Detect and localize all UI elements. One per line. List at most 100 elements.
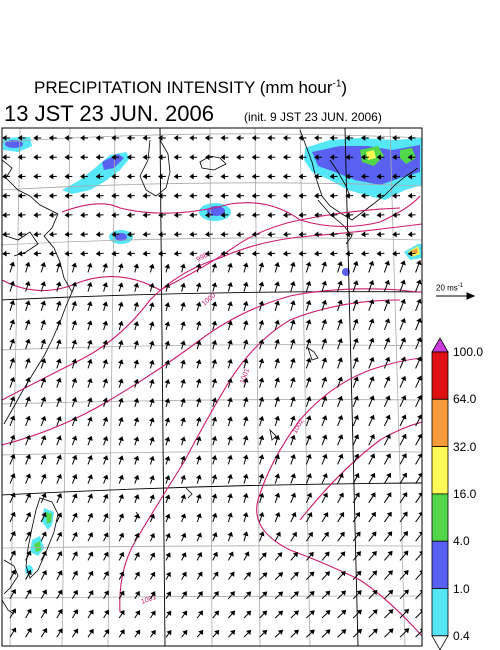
wind-arrow-head	[73, 628, 79, 634]
wind-arrow-head	[88, 590, 94, 596]
wind-arrow-head	[9, 299, 16, 306]
wind-arrow-head	[64, 173, 69, 180]
wind-arrow-head	[195, 436, 202, 442]
wind-arrow-head	[158, 135, 163, 141]
wind-arrow-head	[220, 231, 226, 238]
wind-arrow-head	[329, 135, 335, 141]
wind-arrow-head	[275, 531, 281, 537]
wind-arrow-head	[274, 434, 280, 440]
wind-arrow-head	[33, 250, 39, 257]
wind-arrow-head	[164, 282, 171, 288]
wind-arrow-head	[306, 492, 313, 498]
wind-arrow-head	[204, 231, 210, 238]
wind-arrow-head	[2, 154, 7, 161]
wind-arrow-head	[173, 192, 179, 199]
wind-arrow-head	[274, 492, 281, 498]
wind-arrow-head	[142, 250, 148, 257]
colorbar-segment	[431, 351, 449, 400]
wind-arrow-head	[387, 550, 393, 557]
wind-arrow-head	[158, 250, 163, 257]
wind-arrow-head	[134, 513, 140, 519]
wind-arrow-head	[72, 531, 78, 538]
wind-arrow-head	[401, 472, 407, 478]
wind-arrow-head	[9, 280, 15, 286]
wind-arrow-head	[72, 512, 78, 518]
wind-vectors	[2, 135, 422, 638]
wind-arrow-head	[164, 359, 171, 365]
wind-arrow-head	[309, 590, 315, 597]
wind-arrow-head	[25, 338, 31, 344]
wind-arrow-head	[242, 300, 249, 306]
wind-arrow-head	[386, 511, 392, 517]
wind-arrow-head	[25, 531, 32, 537]
wind-arrow-head	[195, 359, 202, 365]
wind-arrow-head	[198, 629, 204, 636]
wind-arrow-head	[400, 279, 406, 285]
wind-arrow-head	[133, 263, 140, 269]
wind-arrow-head	[80, 154, 85, 161]
wind-arrow-head	[242, 473, 249, 479]
wind-arrow-head	[166, 630, 172, 636]
wind-arrow-head	[117, 301, 124, 307]
wind-arrow-head	[293, 610, 299, 616]
wind-arrow-head	[236, 212, 241, 218]
wind-arrow-head	[345, 135, 350, 141]
wind-arrow-head	[196, 551, 203, 558]
wind-arrow-head	[71, 435, 78, 441]
wind-arrow-head	[340, 609, 347, 615]
wind-arrow-head	[102, 339, 109, 345]
map-frame	[1, 127, 423, 647]
wind-arrow-head	[400, 337, 406, 343]
wind-arrow-head	[356, 628, 363, 635]
wind-arrow-head	[376, 192, 382, 199]
wind-arrow-head	[17, 192, 23, 199]
wind-arrow-head	[306, 453, 312, 459]
wind-arrow-head	[57, 570, 63, 576]
wind-arrow-head	[149, 475, 155, 481]
wind-arrow-head	[236, 173, 241, 180]
wind-arrow-head	[211, 474, 218, 480]
wind-arrow-head	[251, 212, 257, 218]
wind-arrow-head	[95, 135, 101, 141]
wind-arrow-head	[166, 610, 172, 616]
wind-arrow-head	[40, 281, 46, 287]
wind-arrow-head	[418, 511, 422, 516]
colorbar-segment	[431, 588, 449, 637]
wind-arrow-head	[33, 231, 38, 238]
wind-arrow-head	[309, 571, 315, 577]
wind-arrow-head	[290, 415, 296, 421]
wind-arrow-head	[244, 551, 250, 557]
wind-arrow-head	[57, 550, 63, 557]
wind-arrow-head	[126, 192, 132, 199]
wind-arrow-head	[86, 281, 93, 288]
wind-arrow-head	[134, 552, 140, 558]
wind-arrow-head	[388, 628, 394, 634]
wind-arrow-head	[133, 282, 140, 288]
wind-arrow-head	[352, 280, 359, 286]
wind-arrow-head	[204, 154, 210, 161]
wind-arrow-head	[17, 135, 23, 141]
wind-arrow-head	[356, 570, 362, 576]
wind-arrow-head	[173, 173, 179, 180]
wind-arrow-head	[387, 570, 393, 576]
wind-arrow-head	[189, 212, 194, 218]
wind-arrow-head	[117, 340, 124, 346]
wind-arrow-head	[142, 173, 147, 180]
wind-arrow-head	[337, 395, 344, 401]
wind-arrow-head	[417, 433, 422, 439]
wind-arrow-head	[289, 319, 296, 325]
wind-arrow-head	[40, 377, 47, 383]
wind-arrow-head	[267, 212, 272, 218]
wind-arrow-head	[104, 609, 109, 615]
init-time: (init. 9 JST 23 JUN. 2006)	[244, 110, 382, 124]
wind-arrow-head	[354, 492, 360, 498]
wind-arrow-head	[372, 589, 378, 596]
wind-arrow-head	[211, 320, 218, 326]
wind-arrow-head	[337, 280, 343, 286]
wind-arrow-head	[87, 474, 93, 480]
wind-arrow-head	[56, 493, 63, 499]
wind-arrow-head	[230, 610, 236, 616]
wind-arrow-head	[55, 262, 62, 268]
wind-arrow-head	[371, 531, 377, 537]
